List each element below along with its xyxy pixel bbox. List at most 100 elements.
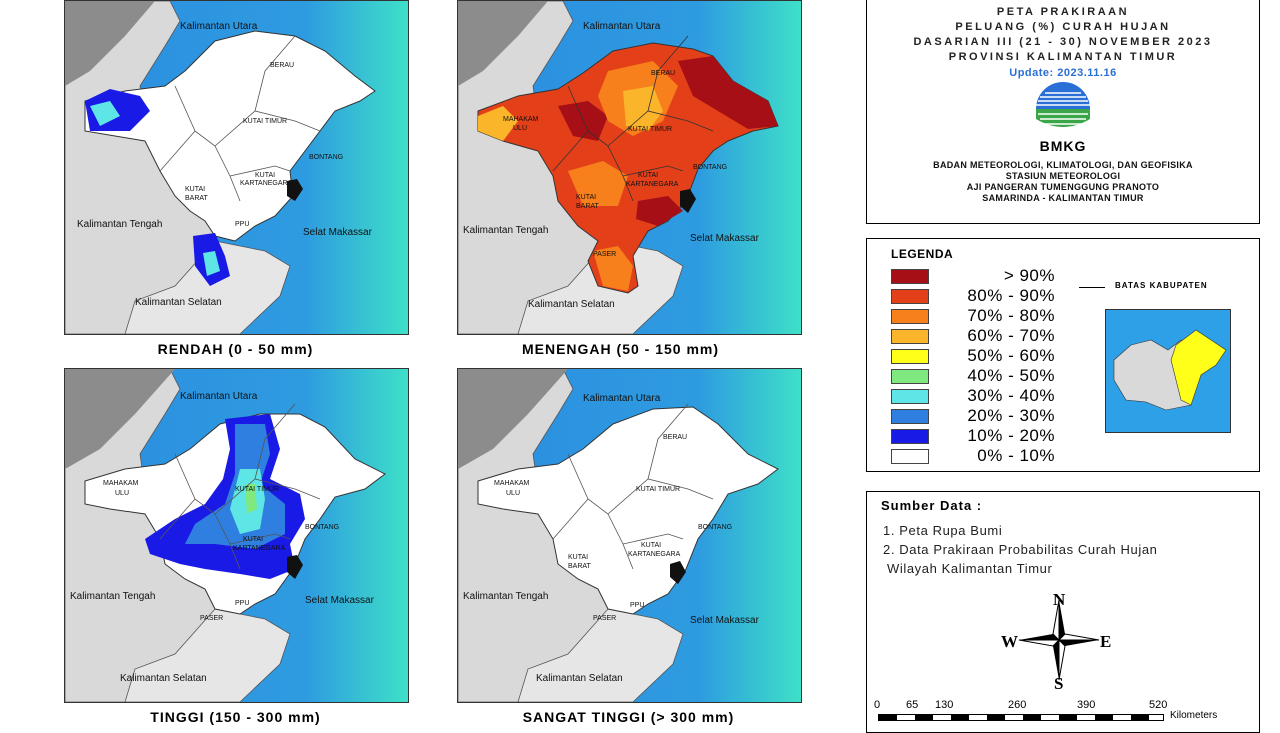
bmkg-logo-icon	[1036, 82, 1090, 127]
bmkg-logo-text: BMKG	[1039, 138, 1087, 154]
compass-w: W	[1001, 632, 1018, 651]
map-panel-tinggi: Kalimantan Utara MAHAKAM ULU KUTAI TIMUR…	[64, 368, 409, 703]
compass-rose	[1009, 590, 1109, 690]
bmkg-logo: BMKG	[1023, 81, 1103, 154]
legend-swatch	[891, 288, 929, 304]
legend-swatch	[891, 408, 929, 424]
rain-green	[245, 484, 257, 514]
label-kaltara: Kalimantan Utara	[180, 21, 258, 32]
label-ppu: PPU	[235, 600, 249, 607]
label-kalsel: Kalimantan Selatan	[536, 673, 623, 684]
compass-s: S	[1054, 674, 1064, 693]
label-mahakam-2: ULU	[115, 490, 129, 497]
label-kalteng: Kalimantan Tengah	[463, 225, 548, 236]
label-mahakam-1: MAHAKAM	[503, 116, 539, 123]
legend-label: 30% - 40%	[967, 386, 1055, 405]
label-kalteng: Kalimantan Tengah	[70, 591, 155, 602]
land-dark	[65, 1, 155, 86]
map-panel-sangat-tinggi: Kalimantan Utara BERAU MAHAKAM ULU KUTAI…	[457, 368, 802, 703]
label-kartanegara: KARTANEGARA	[233, 545, 286, 552]
legend-swatch	[891, 308, 929, 324]
land-dark	[458, 1, 548, 86]
map-caption-menengah: MENENGAH (50 - 150 mm)	[521, 341, 720, 357]
legend-label: 10% - 20%	[967, 426, 1055, 445]
label-mahakam-1: MAHAKAM	[494, 480, 530, 487]
samarinda-delta	[670, 561, 686, 584]
label-kutai: KUTAI	[255, 172, 275, 179]
legend-item: 0% - 10%	[891, 446, 1055, 465]
label-paser: PASER	[200, 615, 223, 622]
label-berau: BERAU	[270, 62, 294, 69]
rain-dark-1	[678, 56, 778, 129]
label-selat: Selat Makassar	[303, 227, 373, 238]
legend-item: 40% - 50%	[891, 366, 1055, 385]
label-kutai-barat-1: KUTAI	[185, 186, 205, 193]
legend-item: 20% - 30%	[891, 406, 1055, 425]
label-kutai-timur: KUTAI TIMUR	[243, 118, 287, 125]
samarinda-delta	[287, 555, 303, 579]
label-bontang: BONTANG	[309, 154, 343, 161]
label-kartanegara: KARTANEGARA	[628, 551, 681, 558]
label-kaltara: Kalimantan Utara	[583, 393, 661, 404]
label-kalsel: Kalimantan Selatan	[120, 673, 207, 684]
rain-dark-3	[636, 196, 683, 226]
label-kaltara: Kalimantan Utara	[180, 391, 258, 402]
samarinda-delta	[680, 189, 696, 213]
rain-dark-2	[558, 101, 608, 141]
agency-line-4: SAMARINDA - KALIMANTAN TIMUR	[982, 193, 1144, 203]
scale-tick-65: 65	[906, 699, 919, 711]
label-kutai: KUTAI	[638, 172, 658, 179]
label-kutai-timur: KUTAI TIMUR	[235, 486, 279, 493]
land-south	[517, 240, 684, 334]
label-ppu: PPU	[630, 602, 644, 609]
kaltim-highlight	[1170, 329, 1227, 406]
compass-e: E	[1100, 632, 1112, 651]
scale-tick-520: 520	[1149, 699, 1168, 711]
district-boundaries	[552, 403, 714, 570]
map-rendah: Kalimantan Utara BERAU KUTAI TIMUR BONTA…	[65, 1, 408, 334]
legend-label: 50% - 60%	[967, 346, 1055, 365]
title-line-2: PELUANG (%) CURAH HUJAN	[955, 21, 1171, 33]
legend-label: 70% - 80%	[967, 306, 1055, 325]
land-south	[124, 240, 291, 334]
legend-item: 50% - 60%	[891, 346, 1055, 365]
legend-swatch	[891, 328, 929, 344]
label-kartanegara: KARTANEGARA	[240, 180, 293, 187]
boundary-label: BATAS KABUPATEN	[1115, 281, 1208, 290]
compass-n: N	[1053, 590, 1066, 609]
title-line-3: DASARIAN III (21 - 30) NOVEMBER 2023	[913, 36, 1213, 48]
label-kutai-barat-1: KUTAI	[568, 554, 588, 561]
legend-label: > 90%	[1003, 266, 1055, 285]
legend-swatch	[891, 388, 929, 404]
label-kutai-timur: KUTAI TIMUR	[636, 486, 680, 493]
legend-label: 0% - 10%	[977, 446, 1055, 465]
district-boundaries	[552, 35, 714, 202]
label-kutai-barat-2: BARAT	[576, 203, 600, 210]
agency-line-3: AJI PANGERAN TUMENGGUNG PRANOTO	[966, 182, 1160, 192]
legend-item: > 90%	[891, 266, 1055, 285]
scale-unit: Kilometers	[1170, 710, 1218, 721]
label-mahakam-2: ULU	[506, 490, 520, 497]
label-kutai-barat-2: BARAT	[568, 563, 592, 570]
label-paser: PASER	[593, 615, 616, 622]
label-bontang: BONTANG	[693, 164, 727, 171]
district-boundaries	[159, 403, 321, 570]
title-box: PETA PRAKIRAAN PELUANG (%) CURAH HUJAN D…	[866, 0, 1260, 224]
source-item-1: 1. Peta Rupa Bumi	[883, 523, 1003, 538]
legend-label: 60% - 70%	[967, 326, 1055, 345]
legend-item: 80% - 90%	[891, 286, 1055, 305]
compass-rose-icon	[1018, 599, 1100, 681]
label-ppu: PPU	[235, 221, 249, 228]
scale-tick-260: 260	[1008, 699, 1027, 711]
label-bontang: BONTANG	[305, 524, 339, 531]
label-berau: BERAU	[651, 70, 675, 77]
map-tinggi: Kalimantan Utara MAHAKAM ULU KUTAI TIMUR…	[65, 369, 408, 702]
land-south	[517, 608, 684, 702]
title-line-1: PETA PRAKIRAAN	[996, 6, 1130, 18]
samarinda-delta	[287, 179, 303, 201]
legend-item: 10% - 20%	[891, 426, 1055, 445]
rain-patch-2b	[203, 251, 220, 276]
legend-label: 80% - 90%	[967, 286, 1055, 305]
label-kalsel: Kalimantan Selatan	[135, 297, 222, 308]
source-box: Sumber Data : 1. Peta Rupa Bumi 2. Data …	[866, 491, 1260, 733]
